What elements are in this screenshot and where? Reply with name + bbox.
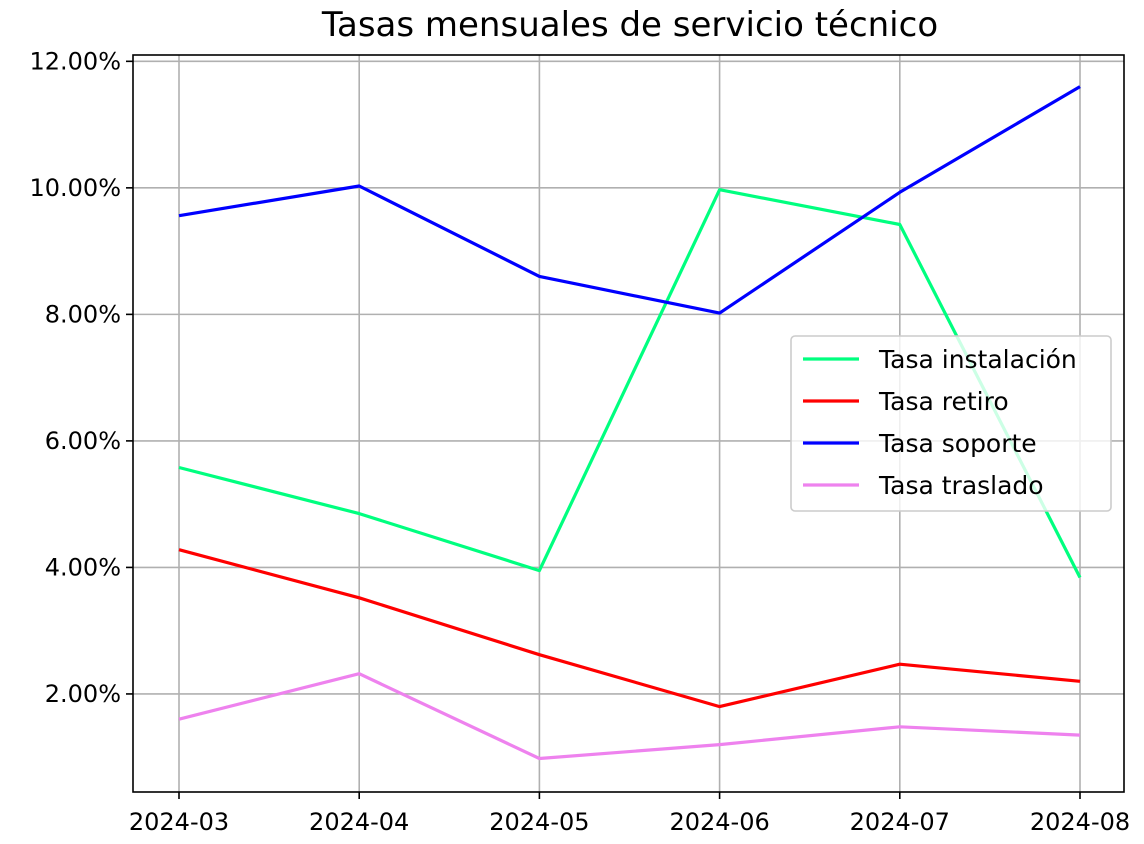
series-line-3 <box>178 672 1081 761</box>
legend-label: Tasa soporte <box>878 429 1037 458</box>
x-tick-label: 2024-08 <box>1030 808 1130 836</box>
series-line-0 <box>178 188 1082 579</box>
y-tick-label: 8.00% <box>45 300 121 328</box>
legend-label: Tasa traslado <box>878 471 1044 500</box>
legend: Tasa instalación Tasa retiro Tasa soporte T… <box>790 335 1112 512</box>
x-tick-label: 2024-06 <box>669 808 769 836</box>
series-layer <box>178 85 1082 761</box>
x-tick-label: 2024-07 <box>850 808 950 836</box>
y-tick-label: 6.00% <box>45 427 121 455</box>
x-tick-label: 2024-04 <box>309 808 409 836</box>
axis-ticks: 2024-03 2024-04 2024-05 2024-06 2024-07 2024-… <box>29 47 1130 836</box>
y-tick-label: 4.00% <box>45 553 121 581</box>
legend-label: Tasa instalación <box>878 345 1077 374</box>
y-tick-label: 10.00% <box>29 174 121 202</box>
y-tick-label: 12.00% <box>29 47 121 75</box>
series-line-1 <box>178 548 1081 709</box>
x-tick-label: 2024-05 <box>489 808 589 836</box>
chart-title: Tasas mensuales de servicio técnico <box>321 5 938 45</box>
legend-box <box>790 335 1112 512</box>
plot-frame <box>132 54 1125 793</box>
series-line-2 <box>178 85 1081 315</box>
legend-label: Tasa retiro <box>878 387 1009 416</box>
x-tick-label: 2024-03 <box>129 808 229 836</box>
y-tick-label: 2.00% <box>45 680 121 708</box>
